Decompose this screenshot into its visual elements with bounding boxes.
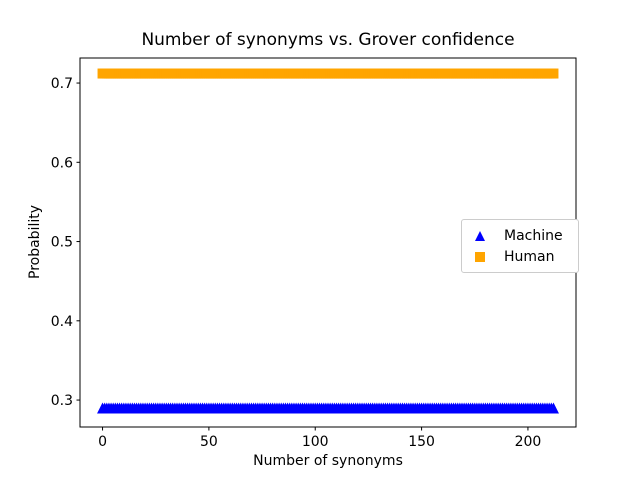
x-axis-label: Number of synonyms [253, 453, 403, 469]
triangle-marker-icon [474, 230, 486, 241]
y-tick-label: 0.5 [51, 235, 73, 251]
y-tick-label: 0.7 [51, 76, 73, 92]
x-tick-label: 0 [98, 434, 107, 450]
square-marker-icon [474, 251, 486, 262]
x-tick-label: 150 [408, 434, 435, 450]
y-tick-label: 0.4 [51, 314, 73, 330]
legend-label-human: Human [504, 248, 555, 265]
data-point-machine [547, 402, 559, 414]
legend-label-machine: Machine [504, 227, 563, 244]
data-point-human [548, 68, 559, 79]
legend: Machine Human [461, 219, 579, 273]
x-tick-label: 200 [515, 434, 542, 450]
x-tick-label: 100 [302, 434, 329, 450]
x-tick-label: 50 [200, 434, 218, 450]
legend-entry-human: Human [474, 246, 570, 267]
legend-entry-machine: Machine [474, 225, 570, 246]
y-tick-label: 0.6 [51, 155, 73, 171]
y-axis-label: Probability [27, 204, 43, 280]
chart-title: Number of synonyms vs. Grover confidence [141, 30, 515, 50]
y-tick-label: 0.3 [51, 393, 73, 409]
